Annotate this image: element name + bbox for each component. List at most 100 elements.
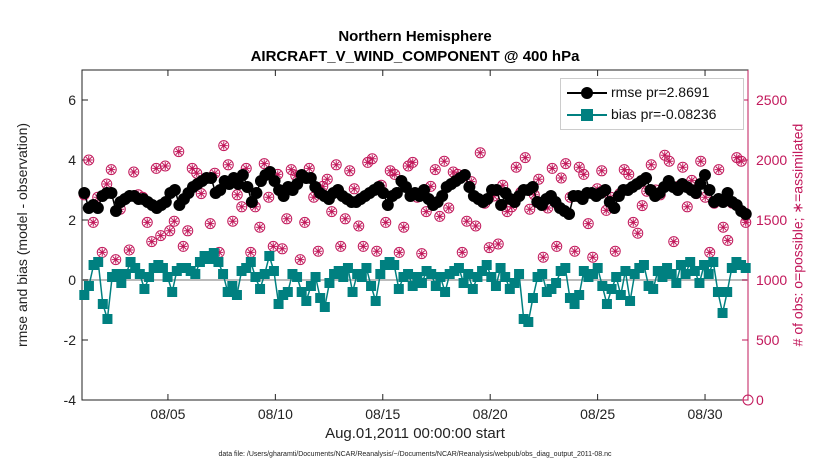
bias-point <box>606 284 617 294</box>
bias-point <box>648 284 659 294</box>
obs-assimilated-point <box>732 153 741 162</box>
rmse-point <box>264 166 277 178</box>
bias-point <box>333 266 344 276</box>
chart-title: Northern Hemisphere <box>338 28 492 45</box>
obs-possible-point <box>578 168 590 180</box>
bias-point <box>389 260 400 270</box>
obs-possible-point <box>339 213 351 225</box>
obs-assimilated-point <box>557 174 566 182</box>
bias-point <box>190 269 201 279</box>
obs-assimilated-point <box>219 141 228 150</box>
obs-assimilated-point <box>242 164 251 173</box>
obs-assimilated-point <box>192 169 201 178</box>
obs-assimilated-point <box>521 153 530 162</box>
obs-possible-point <box>533 173 545 185</box>
bias-point <box>264 251 275 261</box>
obs-possible-point <box>596 165 608 177</box>
obs-assimilated-point <box>723 236 732 245</box>
obs-assimilated-point <box>422 207 431 216</box>
bias-point <box>615 290 626 300</box>
bias-point <box>416 278 427 288</box>
obs-assimilated-point <box>246 248 255 257</box>
obs-possible-point <box>627 216 639 228</box>
bias-point <box>116 278 127 288</box>
obs-possible-point <box>321 173 333 185</box>
bias-point <box>412 272 423 282</box>
bias-point <box>652 266 663 276</box>
obs-possible-point <box>87 216 99 228</box>
y-left-tick-label: 0 <box>68 272 76 288</box>
obs-assimilated-point <box>629 218 638 227</box>
obs-possible-point <box>128 166 140 178</box>
bias-point <box>366 281 377 291</box>
bias-point <box>315 293 326 303</box>
obs-assimilated-point <box>575 163 584 172</box>
obs-possible-point <box>146 236 158 248</box>
obs-possible-point <box>276 243 288 255</box>
obs-assimilated-point <box>638 201 647 210</box>
obs-assimilated-point <box>579 170 588 179</box>
obs-possible-point <box>623 168 635 180</box>
bias-point <box>111 269 122 279</box>
obs-possible-point <box>281 213 293 225</box>
bias-point <box>699 260 710 270</box>
bias-point <box>218 269 229 279</box>
rmse-point <box>377 187 390 199</box>
obs-assimilated-point <box>188 164 197 173</box>
obs-assimilated-point <box>620 165 629 174</box>
bias-point <box>500 272 511 282</box>
bias-point <box>213 257 224 267</box>
obs-assimilated-point <box>588 253 597 262</box>
obs-possible-point <box>492 238 504 250</box>
bias-point <box>722 287 733 297</box>
rmse-point <box>463 181 476 193</box>
obs-possible-point <box>632 227 644 239</box>
bias-point <box>592 263 603 273</box>
bias-point <box>504 284 515 294</box>
obs-assimilated-point <box>737 157 746 166</box>
rmse-point <box>205 172 218 184</box>
obs-assimilated-point <box>197 189 206 198</box>
obs-assimilated-point <box>525 205 534 214</box>
bias-point <box>560 263 571 273</box>
rmse-point <box>291 178 304 190</box>
obs-assimilated-point <box>161 162 170 170</box>
obs-assimilated-point <box>300 218 309 227</box>
obs-possible-point <box>420 206 432 218</box>
obs-assimilated-point <box>278 244 287 253</box>
rmse-point <box>490 184 503 196</box>
obs-possible-point <box>218 140 230 152</box>
bias-point <box>551 278 562 288</box>
obs-assimilated-point <box>494 240 503 248</box>
obs-assimilated-point <box>305 164 314 173</box>
bias-point <box>671 278 682 288</box>
obs-possible-point <box>110 254 122 266</box>
obs-possible-point <box>681 201 693 213</box>
rmse-point <box>268 175 281 187</box>
obs-assimilated-point <box>381 218 390 227</box>
bias-point <box>440 287 451 297</box>
bias-point <box>356 272 367 282</box>
obs-assimilated-point <box>435 212 444 221</box>
bias-point <box>231 290 242 300</box>
bias-point <box>319 302 330 312</box>
legend-item-rmse: rmse pr=2.8691 <box>561 83 743 103</box>
y-axis-left-label: rmse and bias (model - observation) <box>14 122 30 348</box>
bias-point <box>208 248 219 258</box>
obs-possible-point <box>537 251 549 263</box>
bias-point <box>194 257 205 267</box>
rmse-point <box>599 184 612 196</box>
rmse-point <box>159 196 172 208</box>
obs-zero-marker <box>742 394 754 406</box>
y-axis-right-label: # of obs: o=possible; ∗=assimilated <box>789 123 806 347</box>
obs-assimilated-point <box>417 249 426 258</box>
obs-assimilated-point <box>597 166 606 175</box>
obs-possible-point <box>456 246 468 258</box>
obs-assimilated-point <box>570 247 579 256</box>
obs-possible-point <box>141 216 153 228</box>
bias-point <box>162 272 173 282</box>
obs-assimilated-point <box>548 164 557 173</box>
bias-point <box>324 278 335 288</box>
obs-possible-point <box>695 155 707 167</box>
